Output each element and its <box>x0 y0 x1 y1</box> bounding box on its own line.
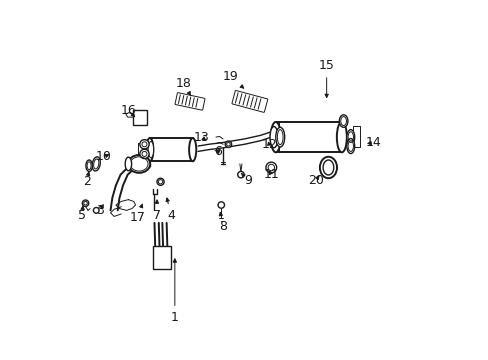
Circle shape <box>140 140 149 149</box>
Circle shape <box>140 149 149 158</box>
Text: 19: 19 <box>222 70 243 88</box>
Circle shape <box>157 178 164 185</box>
Ellipse shape <box>189 138 196 161</box>
Ellipse shape <box>323 160 333 175</box>
Ellipse shape <box>128 155 150 173</box>
Text: 4: 4 <box>166 198 175 222</box>
Text: 2: 2 <box>82 172 90 188</box>
Circle shape <box>225 141 231 148</box>
Ellipse shape <box>86 160 92 171</box>
Ellipse shape <box>148 141 153 158</box>
Text: 10: 10 <box>95 150 111 163</box>
Text: 7: 7 <box>153 200 161 222</box>
Bar <box>138 143 143 155</box>
Ellipse shape <box>270 122 280 152</box>
Ellipse shape <box>346 139 354 154</box>
Ellipse shape <box>125 157 131 171</box>
Circle shape <box>218 202 224 208</box>
Ellipse shape <box>269 126 277 148</box>
Ellipse shape <box>146 138 153 161</box>
FancyBboxPatch shape <box>175 93 204 110</box>
Ellipse shape <box>92 157 100 171</box>
Text: 20: 20 <box>307 174 323 186</box>
Text: 14: 14 <box>365 136 380 149</box>
Text: 16: 16 <box>120 104 136 117</box>
Circle shape <box>237 171 244 178</box>
Circle shape <box>82 200 88 206</box>
Ellipse shape <box>339 115 347 127</box>
Ellipse shape <box>346 130 354 145</box>
Circle shape <box>93 207 99 213</box>
Bar <box>133 110 146 125</box>
Text: 1: 1 <box>170 259 179 324</box>
Text: 9: 9 <box>241 173 251 186</box>
Text: 8: 8 <box>219 212 226 233</box>
Text: 12: 12 <box>261 138 277 151</box>
Circle shape <box>265 162 276 173</box>
Text: 11: 11 <box>263 168 279 181</box>
Text: 5: 5 <box>78 206 86 222</box>
Text: 6: 6 <box>213 145 221 158</box>
Ellipse shape <box>275 127 284 147</box>
Text: 3: 3 <box>96 204 103 217</box>
Bar <box>153 246 171 269</box>
Ellipse shape <box>336 122 346 152</box>
Text: 17: 17 <box>129 204 145 224</box>
Text: 18: 18 <box>176 77 191 95</box>
Text: 13: 13 <box>193 131 209 144</box>
Ellipse shape <box>319 157 336 178</box>
Text: 15: 15 <box>318 59 334 98</box>
Bar <box>352 126 360 147</box>
FancyBboxPatch shape <box>231 90 267 112</box>
